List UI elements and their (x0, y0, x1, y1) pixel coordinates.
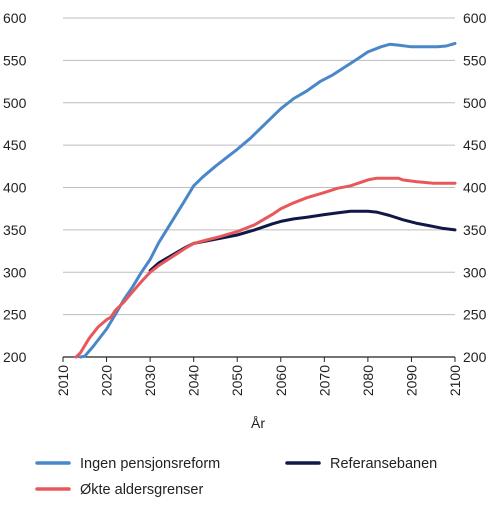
y-tick-label: 500 (3, 95, 27, 111)
x-tick-label: 2030 (142, 365, 158, 396)
x-tick-label: 2010 (55, 365, 71, 396)
y-tick-label: 350 (3, 222, 27, 238)
gridlines (63, 17, 455, 358)
y-tick-label: 550 (3, 52, 27, 68)
y-tick-label: 400 (3, 180, 27, 196)
series-line-2 (148, 209, 457, 273)
x-axis-title: År (251, 415, 265, 431)
y-tick-label-right: 300 (463, 264, 487, 280)
legend-label: Økte aldersgrenser (80, 482, 203, 498)
series-line-0 (78, 41, 457, 359)
y-tick-label: 300 (3, 264, 27, 280)
y-tick-label-right: 500 (463, 95, 487, 111)
y-tick-label: 200 (3, 349, 27, 365)
x-tick-label: 2070 (316, 365, 332, 396)
y-tick-label-right: 600 (463, 10, 487, 26)
y-axis-left: 200 250 300 350 400 450 500 550 600 (3, 10, 27, 365)
series-line-1 (74, 176, 457, 359)
x-tick-label: 2060 (273, 365, 289, 396)
y-tick-label: 450 (3, 137, 27, 153)
y-tick-label-right: 200 (463, 349, 487, 365)
y-axis-right: 200 250 300 350 400 450 500 550 600 (463, 10, 487, 365)
legend-label: Ingen pensjonsreform (80, 456, 220, 472)
series-lines (74, 41, 457, 359)
x-tick-label: 2050 (229, 365, 245, 396)
x-tick-label: 2080 (360, 365, 376, 396)
y-tick-label-right: 550 (463, 52, 487, 68)
x-axis: 2010 2020 2030 2040 2050 2060 2070 2080 2090 2100 (55, 357, 463, 396)
y-tick-label-right: 350 (463, 222, 487, 238)
legend-label: Referansebanen (330, 456, 437, 472)
x-tick-label: 2090 (403, 365, 419, 396)
x-tick-label: 2020 (99, 365, 115, 396)
x-tick-label: 2040 (186, 365, 202, 396)
y-tick-label: 600 (3, 10, 27, 26)
y-tick-label-right: 400 (463, 180, 487, 196)
legend: Ingen pensjonsreform Referansebanen Økte a… (35, 456, 437, 498)
y-tick-label-right: 250 (463, 307, 487, 323)
y-tick-label: 250 (3, 307, 27, 323)
x-tick-label: 2100 (447, 365, 463, 396)
y-tick-label-right: 450 (463, 137, 487, 153)
